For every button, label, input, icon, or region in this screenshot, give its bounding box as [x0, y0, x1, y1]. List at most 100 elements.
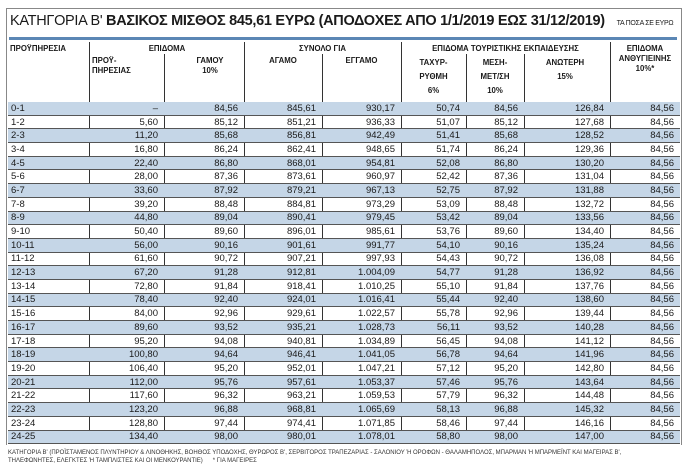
table-cell: 144,48 — [524, 388, 610, 404]
table-cell: 84,56 — [610, 388, 680, 404]
table-cell: 86,24 — [164, 142, 244, 157]
table-cell: 136,08 — [524, 252, 610, 267]
table-cell: 84,56 — [610, 102, 680, 116]
table-cell: 20-21 — [8, 375, 89, 390]
header-tourism: ΕΠΙΔΟΜΑ ΤΟΥΡΙΣΤΙΚΗΣ ΕΚΠΑΙΔΕΥΣΗΣ — [432, 44, 579, 53]
table-cell: 143,64 — [524, 375, 610, 390]
table-cell: 96,88 — [466, 402, 524, 417]
table-cell: 90,16 — [466, 238, 524, 253]
table-cell: 0-1 — [8, 102, 89, 116]
table-cell: 141,12 — [524, 334, 610, 349]
table-cell: 89,04 — [466, 211, 524, 226]
table-cell: 946,41 — [244, 347, 322, 363]
table-cell: 50,74 — [401, 102, 466, 116]
table-cell: 84,56 — [610, 252, 680, 267]
table-cell: 12-13 — [8, 265, 89, 280]
table-cell: 13-14 — [8, 279, 89, 294]
table-cell: 84,56 — [610, 279, 680, 294]
table-cell: 89,60 — [164, 224, 244, 239]
table-cell: 145,32 — [524, 402, 610, 417]
table-cell: 136,92 — [524, 265, 610, 280]
table-cell: 1.010,25 — [322, 279, 401, 294]
table-cell: 56,00 — [89, 238, 164, 253]
table-row: 23-24 128,80 97,44 974,41 1.071,85 58,46 97,44… — [8, 416, 680, 431]
table-cell: 21-22 — [8, 388, 89, 404]
table-cell: 57,46 — [401, 375, 466, 390]
table-row: 7-8 39,20 88,48 884,81 973,29 53,09 88,48 132,7… — [8, 197, 680, 212]
table-cell: 89,60 — [466, 224, 524, 239]
table-cell: 135,24 — [524, 238, 610, 253]
table-cell: 84,56 — [610, 169, 680, 185]
table-cell: 84,56 — [610, 128, 680, 144]
table-cell: 132,72 — [524, 197, 610, 212]
table-cell: 88,48 — [466, 197, 524, 212]
table-cell: 87,92 — [466, 183, 524, 198]
header-secondary: ΜΕΣΗ- ΜΕΤ/ΣΗ 10% — [480, 58, 510, 95]
table-cell: 890,41 — [244, 211, 322, 226]
table-cell: 942,49 — [322, 128, 401, 144]
table-cell: 58,13 — [401, 402, 466, 417]
header-allowance: ΕΠΙΔΟΜΑ — [148, 44, 186, 53]
table-cell: 84,56 — [466, 102, 524, 116]
table-cell: 91,84 — [164, 279, 244, 294]
table-cell: 930,17 — [322, 102, 401, 116]
table-cell: 87,92 — [164, 183, 244, 198]
salary-table: 0-1–84,56 845,61 930,17 50,74 84,56 126,84 84,… — [8, 102, 680, 445]
table-row: 20-21 112,00 95,76 957,61 1.053,37 57,46 95,76… — [8, 375, 680, 390]
table-cell: 126,84 — [524, 102, 610, 116]
table-cell: 140,28 — [524, 320, 610, 335]
title-main: ΒΑΣΙΚΟΣ ΜΙΣΘΟΣ 845,61 ΕΥΡΩ (ΑΠΟΔΟΧΕΣ ΑΠΟ… — [106, 13, 605, 29]
table-cell: 84,56 — [610, 334, 680, 349]
table-cell: 84,56 — [610, 197, 680, 212]
table-cell: 89,04 — [164, 211, 244, 226]
table-row: 0-1–84,56 845,61 930,17 50,74 84,56 126,84 84,… — [8, 102, 680, 116]
table-cell: 868,01 — [244, 156, 322, 171]
table-cell: 907,21 — [244, 252, 322, 267]
table-cell: 56,11 — [401, 320, 466, 335]
table-cell: 55,44 — [401, 293, 466, 308]
table-cell: 963,21 — [244, 388, 322, 404]
table-cell: 91,28 — [466, 265, 524, 280]
table-cell: 974,41 — [244, 416, 322, 431]
table-row: 21-22 117,60 96,32 963,21 1.059,53 57,79 96,32… — [8, 388, 680, 404]
table-cell: 918,41 — [244, 279, 322, 294]
table-cell: 67,20 — [89, 265, 164, 280]
table-cell: 884,81 — [244, 197, 322, 212]
table-row: 9-10 50,40 89,60 896,01 985,61 53,76 89,60 134,… — [8, 224, 680, 239]
table-cell: 84,56 — [610, 224, 680, 239]
table-cell: 851,21 — [244, 115, 322, 130]
table-cell: 97,44 — [466, 416, 524, 431]
table-cell: 23-24 — [8, 416, 89, 431]
table-frame — [6, 8, 682, 445]
table-cell: 940,81 — [244, 334, 322, 349]
table-cell: 84,56 — [610, 211, 680, 226]
table-cell: 84,56 — [610, 156, 680, 171]
table-row: 14-15 78,40 92,40 924,01 1.016,41 55,44 92,40 1… — [8, 293, 680, 308]
table-cell: 95,20 — [164, 361, 244, 376]
table-cell: 997,93 — [322, 252, 401, 267]
table-cell: 55,78 — [401, 306, 466, 321]
table-cell: 128,52 — [524, 128, 610, 144]
table-cell: 86,80 — [164, 156, 244, 171]
footer-asterisk-note: * ΓΙΑ ΜΑΓΕΙΡΕΣ — [212, 458, 257, 464]
table-row: 19-20 106,40 95,20 952,01 1.047,21 57,12 95,20… — [8, 361, 680, 376]
table-cell: 54,10 — [401, 238, 466, 253]
table-cell: 78,40 — [89, 293, 164, 308]
table-cell: 58,80 — [401, 430, 466, 445]
table-cell: 92,40 — [466, 293, 524, 308]
table-row: 10-11 56,00 90,16 901,61 991,77 54,10 90,16 135… — [8, 238, 680, 253]
table-cell: 84,00 — [89, 306, 164, 321]
table-cell: 22-23 — [8, 402, 89, 417]
table-cell: 11-12 — [8, 252, 89, 267]
table-cell: 967,13 — [322, 183, 401, 198]
header-married: ΕΓΓΑΜΟ — [345, 56, 378, 65]
table-cell: 1.028,73 — [322, 320, 401, 335]
table-cell: 22,40 — [89, 156, 164, 171]
table-cell: 96,32 — [164, 388, 244, 404]
table-cell: 134,40 — [89, 430, 164, 445]
table-cell: 845,61 — [244, 102, 322, 116]
table-cell: 1.004,09 — [322, 265, 401, 280]
table-cell: 54,43 — [401, 252, 466, 267]
table-cell: 1.041,05 — [322, 347, 401, 363]
table-cell: 9-10 — [8, 224, 89, 239]
